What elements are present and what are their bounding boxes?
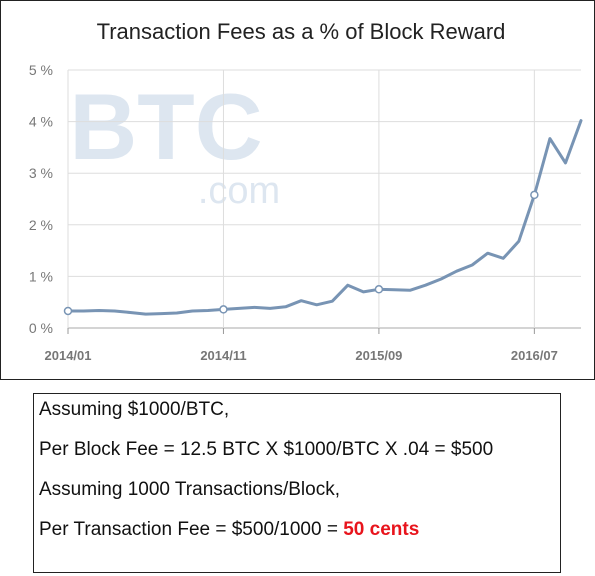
y-tick-label: 2 % — [29, 217, 53, 233]
series-layer — [63, 119, 583, 316]
fee-calculation-note: Assuming $1000/BTC, Per Block Fee = 12.5… — [33, 393, 561, 573]
watermark-sub: .com — [198, 170, 280, 212]
btc-watermark: BTC .com — [69, 74, 280, 212]
assumption-transactions: Assuming 1000 Transactions/Block, — [39, 479, 340, 500]
y-tick-label: 3 % — [29, 165, 53, 181]
x-tick-label: 2015/09 — [355, 348, 402, 363]
x-tick-label: 2014/01 — [45, 348, 92, 363]
transaction-fee-result: 50 cents — [343, 519, 420, 540]
data-point-marker[interactable] — [219, 305, 228, 314]
assumption-price: Assuming $1000/BTC, — [39, 399, 230, 420]
chart-grid — [67, 69, 581, 329]
y-tick-label: 0 % — [29, 320, 53, 336]
y-axis: 0 % 1 % 2 % 3 % 4 % 5 % — [29, 62, 53, 336]
block-fee-formula: Per Block Fee = 12.5 BTC X $1000/BTC X .… — [39, 439, 494, 460]
series-line — [66, 119, 583, 316]
transaction-fee-formula: Per Transaction Fee = $500/1000 = 50 cen… — [39, 518, 560, 542]
line-chart: Transaction Fees as a % of Block Reward … — [29, 19, 583, 363]
y-tick-label: 1 % — [29, 268, 53, 284]
transaction-fee-prefix: Per Transaction Fee = $500/1000 = — [39, 519, 344, 540]
chart-title: Transaction Fees as a % of Block Reward — [97, 19, 506, 44]
x-axis: 2014/01 2014/11 2015/09 2016/07 — [45, 328, 558, 363]
y-tick-label: 5 % — [29, 62, 53, 78]
x-tick-label: 2014/11 — [200, 348, 246, 363]
data-point-marker[interactable] — [374, 285, 384, 294]
watermark-main: BTC — [69, 74, 262, 179]
data-point-marker[interactable] — [530, 190, 539, 200]
y-tick-label: 4 % — [29, 114, 53, 130]
chart-panel: Transaction Fees as a % of Block Reward … — [0, 0, 595, 380]
data-point-marker[interactable] — [63, 306, 73, 316]
x-tick-label: 2016/07 — [511, 348, 558, 363]
